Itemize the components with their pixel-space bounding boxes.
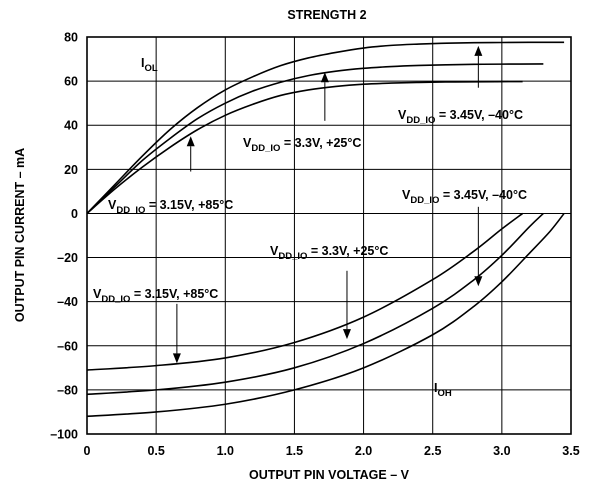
annotation-arrow-head <box>320 72 329 83</box>
x-tick-label: 0 <box>84 444 91 458</box>
x-axis-ticks: 0 0.5 1.0 1.5 2.0 2.5 3.0 3.5 <box>84 444 580 458</box>
iol-345-label: VDD_IO = 3.45V, –40°C <box>398 108 523 126</box>
y-axis-label: OUTPUT PIN CURRENT – mA <box>13 148 27 322</box>
iol-315-label: VDD_IO = 3.15V, +85°C <box>108 198 233 216</box>
y-tick-label: 40 <box>64 119 78 133</box>
chart-title: STRENGTH 2 <box>287 8 366 22</box>
series-line <box>86 212 565 418</box>
data-curves <box>86 41 565 418</box>
y-tick-label: 60 <box>64 75 78 89</box>
ioh-315-label: VDD_IO = 3.15V, +85°C <box>93 287 218 305</box>
annotation-arrow-head <box>474 276 483 287</box>
annotation-arrows <box>172 45 483 364</box>
series-line <box>86 41 565 214</box>
y-tick-label: –100 <box>50 428 78 442</box>
x-tick-label: 2.5 <box>424 444 441 458</box>
series-line <box>86 212 524 371</box>
x-tick-label: 3.0 <box>493 444 510 458</box>
x-tick-label: 0.5 <box>147 444 164 458</box>
annotation-arrow-head <box>186 136 195 147</box>
y-tick-label: 0 <box>71 207 78 221</box>
gridlines <box>87 37 571 434</box>
annotation-arrow-head <box>172 353 181 364</box>
y-tick-label: –40 <box>57 295 78 309</box>
y-tick-label: 80 <box>64 31 78 45</box>
ioh-33-label: VDD_IO = 3.3V, +25°C <box>270 244 388 262</box>
y-tick-label: –80 <box>57 383 78 397</box>
x-tick-label: 2.0 <box>355 444 372 458</box>
iol-33-label: VDD_IO = 3.3V, +25°C <box>243 136 361 154</box>
y-tick-label: 20 <box>64 163 78 177</box>
x-axis-label: OUTPUT PIN VOLTAGE – V <box>249 468 410 482</box>
x-tick-label: 3.5 <box>562 444 579 458</box>
series-line <box>86 80 523 215</box>
x-tick-label: 1.5 <box>286 444 303 458</box>
plot-frame <box>86 36 572 435</box>
y-axis-ticks: 80 60 40 20 0 –20 –40 –60 –80 –100 <box>50 31 78 442</box>
y-tick-label: –60 <box>57 339 78 353</box>
iol-label: IOL <box>141 56 158 74</box>
annotation-arrow-head <box>474 45 483 56</box>
y-tick-label: –20 <box>57 251 78 265</box>
x-tick-label: 1.0 <box>217 444 234 458</box>
ioh-345-label: VDD_IO = 3.45V, –40°C <box>402 188 527 206</box>
annotation-arrow-head <box>342 329 351 340</box>
ioh-label: IOH <box>434 381 452 399</box>
series-line <box>86 212 544 396</box>
series-line <box>86 63 544 215</box>
